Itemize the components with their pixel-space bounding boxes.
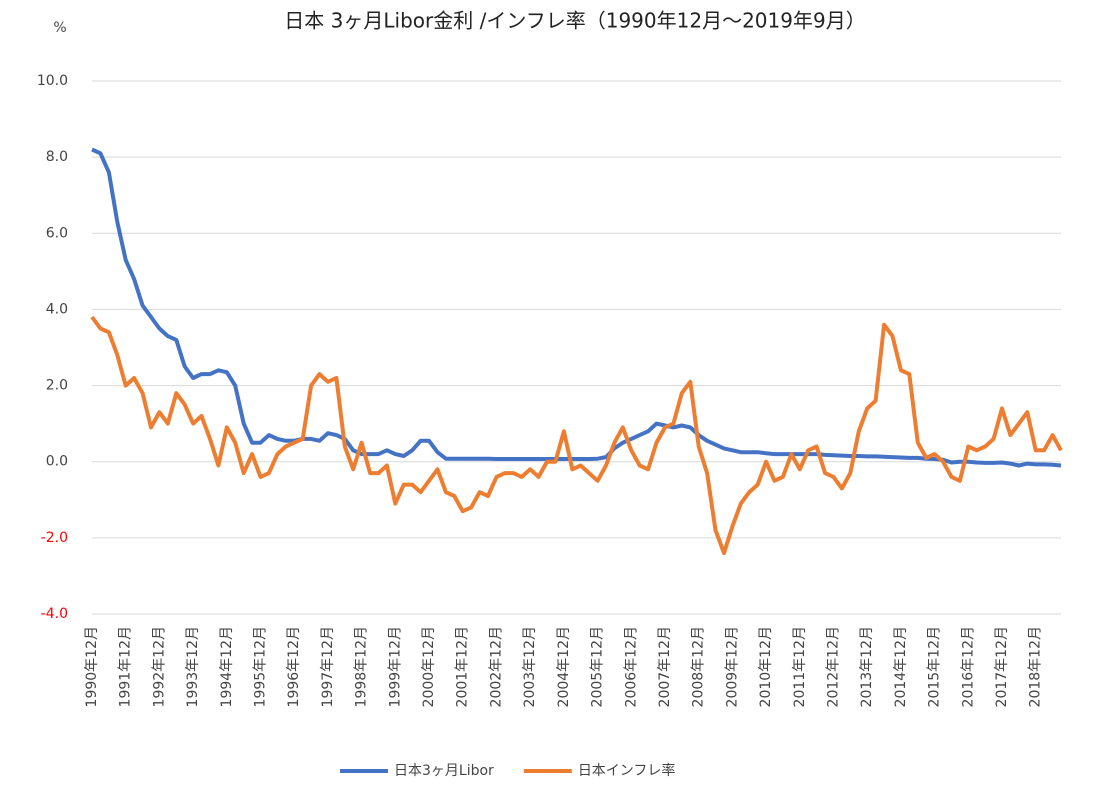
- y-tick-label: 2.0: [46, 378, 68, 394]
- x-tick-label: 2000年12月: [421, 626, 437, 707]
- chart-title: 日本 3ヶ月Libor金利 /インフレ率（1990年12月～2019年9月）: [284, 9, 865, 33]
- y-tick-label: -2.0: [41, 530, 68, 546]
- x-tick-label: 2013年12月: [859, 626, 875, 707]
- x-tick-label: 2001年12月: [455, 626, 471, 707]
- x-tick-label: 2005年12月: [590, 626, 606, 707]
- x-tick-label: 2017年12月: [994, 626, 1010, 707]
- y-axis-label: %: [53, 20, 66, 36]
- x-tick-label: 1994年12月: [219, 626, 235, 707]
- x-tick-label: 2007年12月: [657, 626, 673, 707]
- x-tick-label: 2015年12月: [927, 626, 943, 707]
- x-tick-label: 1995年12月: [253, 626, 269, 707]
- x-tick-label: 1998年12月: [354, 626, 370, 707]
- x-tick-label: 2018年12月: [1028, 626, 1044, 707]
- x-tick-label: 2004年12月: [556, 626, 572, 707]
- x-tick-label: 1992年12月: [151, 626, 167, 707]
- x-tick-label: 2002年12月: [488, 626, 504, 707]
- x-tick-label: 2008年12月: [691, 626, 707, 707]
- series-line: [91, 147, 1062, 468]
- y-tick-label: -4.0: [41, 606, 68, 622]
- x-tick-label: 2014年12月: [893, 626, 909, 707]
- y-tick-label: 4.0: [46, 301, 68, 317]
- x-tick-label: 2009年12月: [724, 626, 740, 707]
- x-tick-label: 1991年12月: [118, 626, 134, 707]
- x-tick-label: 2012年12月: [825, 626, 841, 707]
- legend-label: 日本3ヶ月Libor: [394, 763, 494, 779]
- x-tick-label: 2003年12月: [522, 626, 538, 707]
- x-tick-label: 2016年12月: [960, 626, 976, 707]
- x-tick-label: 2006年12月: [623, 626, 639, 707]
- x-tick-label: 1999年12月: [387, 626, 403, 707]
- y-tick-label: 6.0: [46, 225, 68, 241]
- x-tick-label: 2011年12月: [792, 626, 808, 707]
- x-tick-label: 2010年12月: [758, 626, 774, 707]
- x-tick-label: 1997年12月: [320, 626, 336, 707]
- x-tick-label: 1996年12月: [286, 626, 302, 707]
- x-tick-label: 1993年12月: [185, 626, 201, 707]
- y-tick-label: 8.0: [46, 149, 68, 165]
- x-tick-label: 1990年12月: [84, 626, 100, 707]
- legend-label: 日本インフレ率: [578, 762, 676, 779]
- y-tick-label: 0.0: [46, 454, 68, 470]
- series-line: [90, 315, 1063, 556]
- y-tick-label: 10.0: [37, 73, 68, 89]
